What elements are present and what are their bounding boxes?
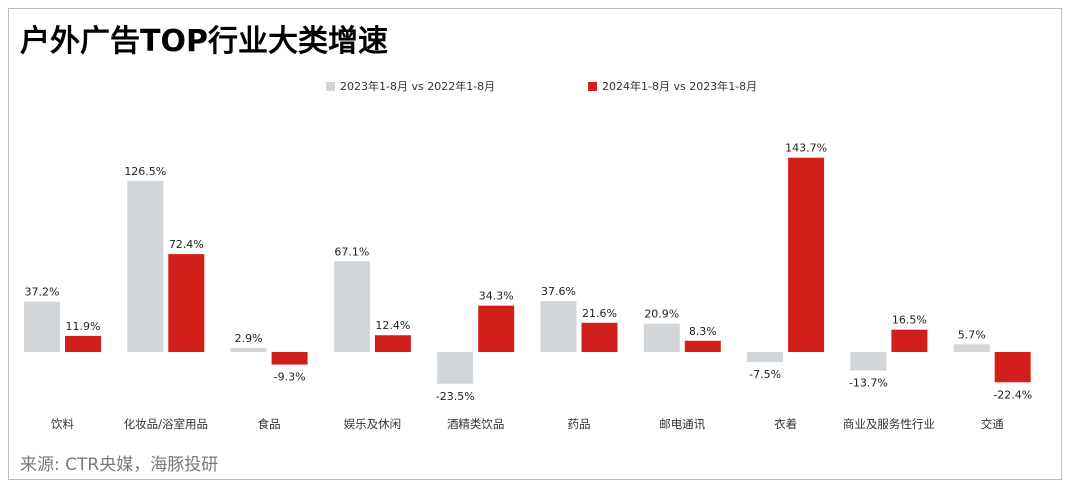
- bar-2023: [850, 352, 887, 371]
- bar-2024: [994, 352, 1031, 383]
- bar-2023: [437, 352, 474, 384]
- data-label: -22.4%: [993, 388, 1032, 401]
- category-label: 化妆品/浴室用品: [124, 417, 208, 431]
- data-label: -9.3%: [274, 371, 306, 384]
- category-label: 商业及服务性行业: [843, 417, 935, 431]
- bar-2024: [65, 335, 101, 352]
- data-label: 16.5%: [892, 314, 927, 327]
- data-label: 37.6%: [541, 285, 576, 298]
- data-label: 11.9%: [66, 320, 101, 333]
- data-label: 12.4%: [375, 319, 410, 332]
- legend-item-2024: 2024年1-8月 vs 2023年1-8月: [588, 78, 757, 94]
- data-label: 126.5%: [124, 165, 166, 178]
- legend-label-2024: 2024年1-8月 vs 2023年1-8月: [602, 80, 758, 93]
- bar-2024: [581, 322, 618, 352]
- bar-2024: [891, 329, 928, 352]
- bar-2023: [230, 348, 267, 352]
- data-label: 5.7%: [958, 328, 986, 341]
- chart-frame: [8, 8, 1062, 480]
- data-label: -7.5%: [749, 368, 781, 381]
- source-note: 来源: CTR央媒，海豚投研: [20, 455, 219, 475]
- bar-2024: [684, 340, 721, 352]
- data-label: 67.1%: [334, 245, 369, 258]
- bar-2024: [168, 254, 205, 352]
- category-label: 酒精类饮品: [447, 417, 505, 431]
- bar-2023: [540, 301, 577, 352]
- data-label: 37.2%: [25, 286, 60, 299]
- bar-2024: [374, 335, 411, 352]
- bar-2024: [478, 305, 515, 352]
- data-label: 2.9%: [235, 332, 263, 345]
- chart-title: 户外广告TOP行业大类增速: [20, 24, 388, 59]
- category-label: 饮料: [51, 417, 74, 431]
- data-label: 34.3%: [479, 290, 514, 303]
- legend-swatch-2023: [326, 81, 335, 91]
- bar-2023: [127, 180, 164, 352]
- category-label: 药品: [568, 417, 591, 431]
- data-label: -13.7%: [849, 377, 888, 390]
- data-label: 20.9%: [644, 308, 679, 321]
- category-label: 邮电通讯: [659, 417, 705, 431]
- category-label: 交通: [981, 417, 1004, 431]
- bar-2024: [271, 352, 308, 365]
- bar-2024: [788, 157, 825, 352]
- legend-label-2023: 2023年1-8月 vs 2022年1-8月: [340, 80, 496, 93]
- category-label: 娱乐及休闲: [344, 417, 402, 431]
- category-label: 食品: [258, 417, 281, 431]
- bar-2023: [643, 323, 680, 352]
- data-label: -23.5%: [436, 390, 475, 403]
- data-label: 72.4%: [169, 238, 204, 251]
- bar-2023: [24, 301, 60, 352]
- legend-item-2023: 2023年1-8月 vs 2022年1-8月: [326, 78, 495, 94]
- legend-swatch-2024: [588, 81, 597, 91]
- data-label: 143.7%: [785, 142, 827, 155]
- bar-2023: [747, 352, 784, 363]
- data-label: 8.3%: [689, 325, 717, 338]
- category-label: 衣着: [774, 417, 797, 431]
- data-label: 21.6%: [582, 307, 617, 320]
- bar-2023: [953, 344, 990, 352]
- bar-2023: [333, 261, 370, 352]
- chart-legend: 2023年1-8月 vs 2022年1-8月 2024年1-8月 vs 2023…: [0, 78, 1070, 96]
